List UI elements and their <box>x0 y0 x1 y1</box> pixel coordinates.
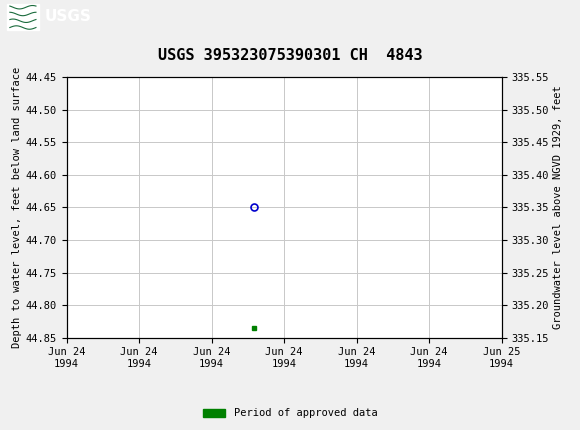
Text: USGS 395323075390301 CH  4843: USGS 395323075390301 CH 4843 <box>158 48 422 62</box>
Legend: Period of approved data: Period of approved data <box>198 404 382 423</box>
Text: USGS: USGS <box>45 9 92 24</box>
Y-axis label: Depth to water level, feet below land surface: Depth to water level, feet below land su… <box>12 67 21 348</box>
FancyBboxPatch shape <box>7 4 39 30</box>
Y-axis label: Groundwater level above NGVD 1929, feet: Groundwater level above NGVD 1929, feet <box>553 86 563 329</box>
